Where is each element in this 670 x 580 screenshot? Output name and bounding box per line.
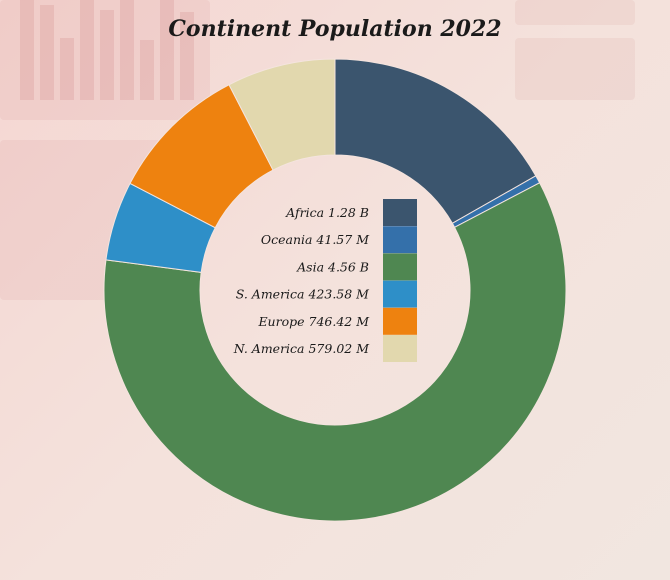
- background-panel-left: [0, 0, 210, 120]
- background-bars: [15, 0, 205, 100]
- legend-swatch: [383, 307, 417, 335]
- legend-swatch: [383, 226, 417, 254]
- legend-swatch: [383, 253, 417, 281]
- legend-swatch: [383, 199, 417, 226]
- legend-label: Asia 4.56 B: [296, 259, 369, 274]
- legend-label: S. America 423.58 M: [236, 287, 370, 302]
- legend-swatch: [383, 280, 417, 308]
- slice-asia[interactable]: [103, 182, 567, 522]
- legend-swatch: [383, 335, 417, 362]
- legend-label: Oceania 41.57 M: [261, 232, 370, 247]
- legend-label: Africa 1.28 B: [285, 205, 369, 220]
- chart-title: Continent Population 2022: [168, 16, 502, 42]
- legend-label: N. America 579.02 M: [233, 341, 370, 356]
- legend-label: Europe 746.42 M: [257, 314, 370, 329]
- background-button-right: [515, 38, 635, 100]
- background-panel-right: [515, 0, 635, 25]
- donut-slices: [103, 58, 567, 522]
- slice-n-america[interactable]: [228, 58, 336, 171]
- chart-legend: Africa 1.28 B Oceania 41.57 M Asia 4.56 B S…: [233, 199, 417, 362]
- slice-africa[interactable]: [334, 58, 537, 224]
